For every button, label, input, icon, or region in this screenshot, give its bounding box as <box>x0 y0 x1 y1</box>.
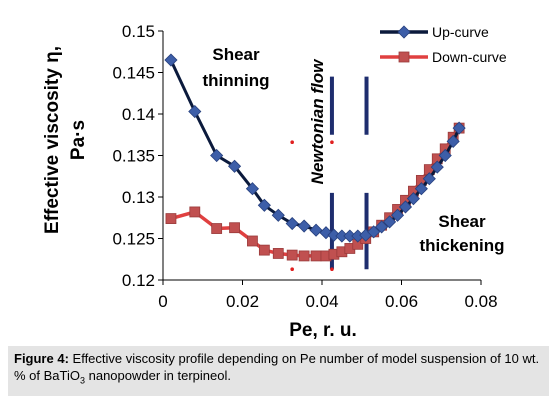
tick-labels: 0.12 0.125 0.13 0.135 0.14 0.145 0.15 0 0.02 0.04… <box>112 22 497 311</box>
up-curve-point <box>390 208 405 222</box>
down-curve-point <box>247 235 258 247</box>
x-axis-title: Pe, r. u. <box>289 320 357 341</box>
down-curve-point <box>189 206 201 218</box>
up-curve-point <box>383 215 397 229</box>
caption-text: Effective viscosity profile depending on… <box>14 351 540 383</box>
up-curve-point <box>367 225 381 239</box>
up-curve-point <box>164 53 178 67</box>
legend-label-down-curve: Down-curve <box>432 49 507 65</box>
up-curve-point <box>257 198 271 212</box>
down-curve-point <box>229 222 240 234</box>
region-dot <box>290 140 294 145</box>
y-axis-title-line2: Pa·s <box>68 120 89 160</box>
up-curve-point <box>327 228 341 242</box>
down-curve-point <box>310 250 322 262</box>
caption-label: Figure 4: <box>14 351 69 366</box>
up-curve-point <box>245 182 260 196</box>
down-curve-point <box>298 250 310 262</box>
y-tick-label: 0.13 <box>122 188 155 207</box>
y-tick-label: 0.12 <box>122 271 155 290</box>
up-curve-point <box>452 121 466 135</box>
figure-caption: Figure 4: Effective viscosity profile de… <box>8 346 549 396</box>
x-tick-label: 0.08 <box>464 292 497 311</box>
x-tick-label: 0 <box>158 292 167 311</box>
up-curve-point <box>422 172 436 186</box>
annotation-shear-thickening-2: thickening <box>419 236 504 255</box>
up-curve-point <box>430 160 444 174</box>
down-curve-point <box>211 223 223 234</box>
up-curve-point <box>414 182 428 196</box>
x-tick-label: 0.02 <box>226 292 259 311</box>
region-dot <box>290 267 294 272</box>
region-marker-dots <box>290 140 334 272</box>
up-curve-point <box>406 192 420 206</box>
y-tick-label: 0.15 <box>122 22 155 41</box>
legend-marker-down-curve <box>398 51 410 63</box>
caption-text-end: nanopowder in terpineol. <box>85 368 231 383</box>
up-curve-point <box>446 134 460 148</box>
up-curve-point <box>297 219 311 233</box>
y-tick-label: 0.125 <box>112 230 155 249</box>
up-curve-point <box>285 216 299 231</box>
down-curve-point <box>286 249 298 261</box>
region-dot <box>330 140 334 145</box>
x-tick-label: 0.04 <box>305 292 338 311</box>
caption-formula-subscript: 3 <box>79 375 85 386</box>
region-dot <box>330 267 334 272</box>
annotation-newtonian-flow: Newtonian flow <box>308 58 327 184</box>
legend: Up-curve Down-curve <box>380 24 507 65</box>
y-tick-label: 0.145 <box>112 64 155 83</box>
up-curve-point <box>398 200 413 214</box>
up-curve-point <box>188 104 202 119</box>
viscosity-chart: 0.12 0.125 0.13 0.135 0.14 0.145 0.15 0 0.02 0.04… <box>42 22 507 341</box>
y-axis-title-line1: Effective viscosity η, <box>42 46 63 234</box>
up-curve-point <box>271 208 285 222</box>
up-curve-point <box>210 148 224 163</box>
x-tick-label: 0.06 <box>385 292 418 311</box>
up-curve-point <box>375 220 389 234</box>
down-curve-point <box>165 213 177 224</box>
annotation-shear-thickening-1: Shear <box>438 212 486 231</box>
up-curve-point <box>227 159 242 173</box>
annotation-shear-thinning-2: thinning <box>202 71 269 90</box>
legend-marker-up-curve <box>397 25 411 39</box>
chart-axes <box>158 30 482 285</box>
up-curve-point <box>438 148 452 163</box>
y-tick-label: 0.14 <box>122 105 155 124</box>
up-curve-point <box>309 223 323 237</box>
y-tick-label: 0.135 <box>112 147 155 166</box>
down-curve-point <box>272 248 284 259</box>
legend-label-up-curve: Up-curve <box>432 24 489 40</box>
series-group <box>164 53 466 262</box>
down-curve-point <box>258 244 270 256</box>
annotation-shear-thinning-1: Shear <box>212 45 260 64</box>
